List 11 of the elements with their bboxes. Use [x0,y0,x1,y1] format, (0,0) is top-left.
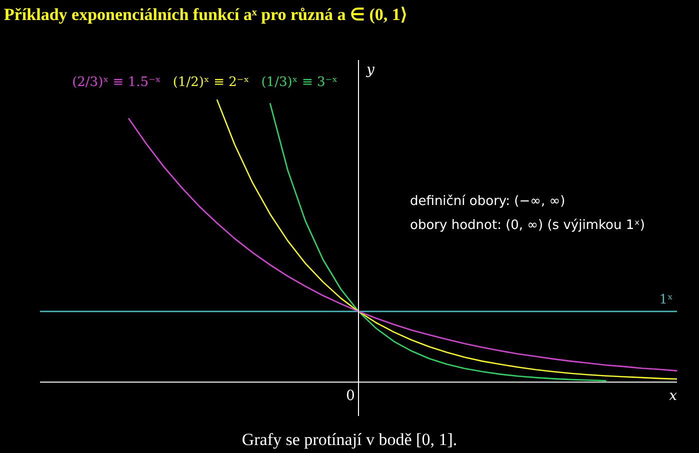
y-axis-title: y [366,62,376,78]
chart-title: Příklady exponenciálních funkcí aˣ pro různá a ∈ (0, 1⟩ [4,4,408,25]
text: (2/3)ˣ ≡ 1.5⁻ˣ [72,75,161,90]
series-label: (1/2)ˣ ≡ 2⁻ˣ [172,75,250,90]
series-label: 1ˣ [659,292,673,308]
annotation: definiční obory: (−∞, ∞) [410,194,566,209]
series-label: (1/3)ˣ ≡ 3⁻ˣ [261,75,338,90]
x-axis-title: x [669,388,678,404]
annotation: obory hodnot: (0, ∞) (s výjimkou 1ˣ) [410,218,645,233]
text: Grafy se protínají v bodě [0, 1]. [240,430,458,450]
text: 0 [346,388,355,404]
